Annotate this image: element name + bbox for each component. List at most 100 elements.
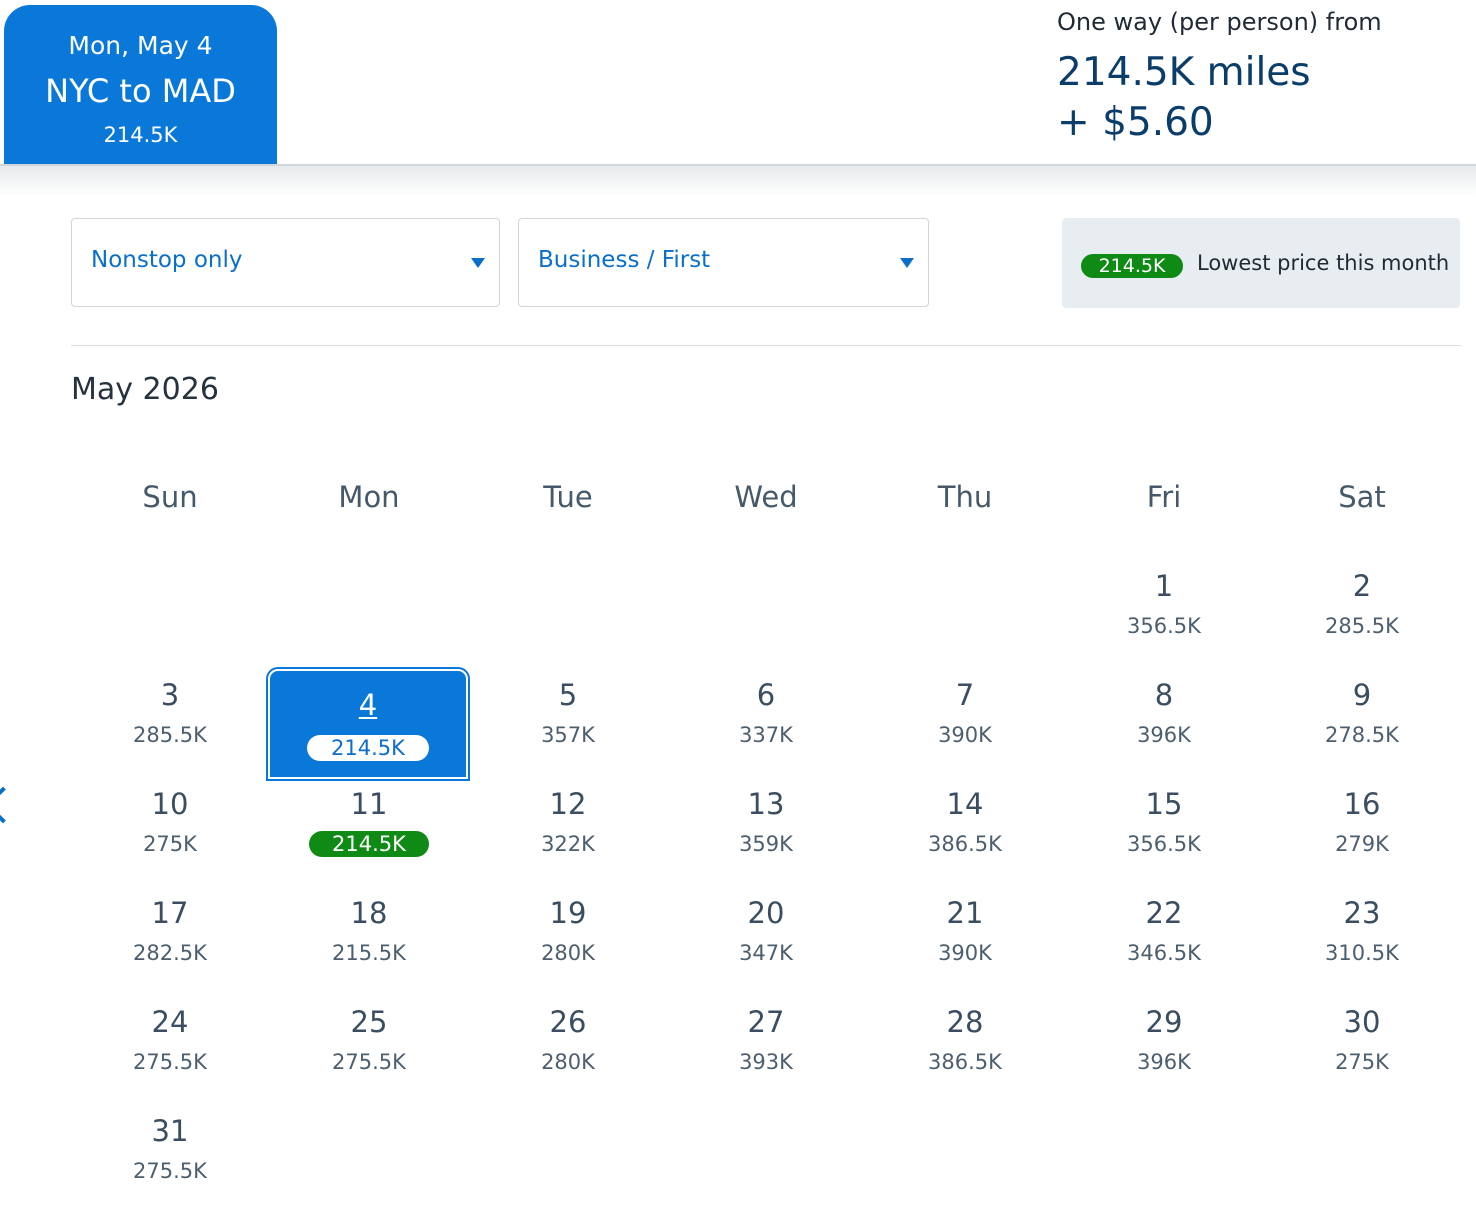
day-price: 356.5K	[1127, 832, 1201, 856]
day-price: 279K	[1335, 832, 1389, 856]
day-number: 24	[151, 1005, 189, 1039]
day-number: 5	[558, 678, 578, 712]
day-number: 13	[747, 787, 785, 821]
chevron-left-icon[interactable]	[0, 786, 22, 824]
calendar-day-17[interactable]: 17 282.5K	[70, 895, 270, 1000]
calendar-day-13[interactable]: 13 359K	[666, 786, 866, 891]
calendar-day-6[interactable]: 6 337K	[666, 677, 866, 782]
day-number: 17	[151, 896, 189, 930]
legend-badge: 214.5K	[1081, 254, 1183, 278]
caret-down-icon	[900, 258, 914, 268]
calendar-day-11[interactable]: 11 214.5K	[269, 786, 469, 891]
day-price: 275.5K	[133, 1159, 207, 1183]
calendar-day-29[interactable]: 29 396K	[1064, 1004, 1264, 1109]
day-price: 214.5K	[309, 831, 429, 857]
day-price: 357K	[541, 723, 595, 747]
day-price: 346.5K	[1127, 941, 1201, 965]
calendar-day-16[interactable]: 16 279K	[1262, 786, 1462, 891]
day-number: 25	[350, 1005, 388, 1039]
day-number: 8	[1154, 678, 1174, 712]
day-price: 275.5K	[133, 1050, 207, 1074]
calendar-day-1[interactable]: 1 356.5K	[1064, 568, 1264, 673]
calendar-day-19[interactable]: 19 280K	[468, 895, 668, 1000]
legend-text: Lowest price this month	[1197, 251, 1450, 275]
day-number: 10	[151, 787, 189, 821]
weekday-tue: Tue	[543, 480, 593, 514]
day-number: 2	[1352, 569, 1372, 603]
day-number: 26	[549, 1005, 587, 1039]
day-number: 23	[1343, 896, 1381, 930]
fare-summary: One way (per person) from 214.5K miles +…	[1057, 8, 1467, 148]
calendar-day-27[interactable]: 27 393K	[666, 1004, 866, 1109]
calendar-day-14[interactable]: 14 386.5K	[865, 786, 1065, 891]
day-price: 310.5K	[1325, 941, 1399, 965]
day-number: 27	[747, 1005, 785, 1039]
calendar-day-21[interactable]: 21 390K	[865, 895, 1065, 1000]
calendar-day-9[interactable]: 9 278.5K	[1262, 677, 1462, 782]
day-number: 18	[350, 896, 388, 930]
selected-date-tab[interactable]: Mon, May 4 NYC to MAD 214.5K	[4, 5, 277, 164]
calendar-day-2[interactable]: 2 285.5K	[1262, 568, 1462, 673]
tab-price: 214.5K	[103, 123, 178, 147]
calendar-day-15[interactable]: 15 356.5K	[1064, 786, 1264, 891]
day-number: 21	[946, 896, 984, 930]
cabin-dropdown-label: Business / First	[538, 247, 711, 273]
day-number: 4	[358, 688, 378, 722]
calendar-day-12[interactable]: 12 322K	[468, 786, 668, 891]
calendar-day-30[interactable]: 30 275K	[1262, 1004, 1462, 1109]
day-price: 347K	[739, 941, 793, 965]
calendar-day-18[interactable]: 18 215.5K	[269, 895, 469, 1000]
calendar-day-7[interactable]: 7 390K	[865, 677, 1065, 782]
day-price: 359K	[739, 832, 793, 856]
day-price: 337K	[739, 723, 793, 747]
calendar-day-26[interactable]: 26 280K	[468, 1004, 668, 1109]
day-price: 275.5K	[332, 1050, 406, 1074]
day-price: 215.5K	[332, 941, 406, 965]
day-number: 19	[549, 896, 587, 930]
day-price: 322K	[541, 832, 595, 856]
day-number: 28	[946, 1005, 984, 1039]
calendar-day-22[interactable]: 22 346.5K	[1064, 895, 1264, 1000]
month-title: May 2026	[71, 372, 219, 407]
calendar-day-28[interactable]: 28 386.5K	[865, 1004, 1065, 1109]
day-price: 282.5K	[133, 941, 207, 965]
day-number: 30	[1343, 1005, 1381, 1039]
calendar-day-20[interactable]: 20 347K	[666, 895, 866, 1000]
weekday-fri: Fri	[1146, 480, 1182, 514]
calendar-day-23[interactable]: 23 310.5K	[1262, 895, 1462, 1000]
stops-dropdown[interactable]: Nonstop only	[71, 218, 500, 307]
calendar-day-4[interactable]: 4 214.5K	[266, 667, 470, 781]
calendar-day-10[interactable]: 10 275K	[70, 786, 270, 891]
day-number: 14	[946, 787, 984, 821]
calendar-day-31[interactable]: 31 275.5K	[70, 1113, 270, 1218]
calendar-day-24[interactable]: 24 275.5K	[70, 1004, 270, 1109]
weekday-thu: Thu	[937, 480, 993, 514]
day-price: 285.5K	[1325, 614, 1399, 638]
caret-down-icon	[471, 258, 485, 268]
weekday-sat: Sat	[1338, 480, 1386, 514]
day-price: 396K	[1137, 723, 1191, 747]
day-price: 278.5K	[1325, 723, 1399, 747]
day-number: 22	[1145, 896, 1183, 930]
day-number: 31	[151, 1114, 189, 1148]
lowest-price-legend: 214.5K Lowest price this month	[1062, 218, 1460, 308]
fare-label: One way (per person) from	[1057, 8, 1382, 36]
day-price: 280K	[541, 1050, 595, 1074]
weekday-sun: Sun	[142, 480, 198, 514]
calendar-day-25[interactable]: 25 275.5K	[269, 1004, 469, 1109]
cabin-dropdown[interactable]: Business / First	[518, 218, 929, 307]
day-number: 15	[1145, 787, 1183, 821]
day-price: 356.5K	[1127, 614, 1201, 638]
day-number: 7	[955, 678, 975, 712]
calendar-day-8[interactable]: 8 396K	[1064, 677, 1264, 782]
calendar-day-3[interactable]: 3 285.5K	[70, 677, 270, 782]
day-number: 6	[756, 678, 776, 712]
day-number: 1	[1154, 569, 1174, 603]
day-number: 20	[747, 896, 785, 930]
tab-date: Mon, May 4	[68, 31, 213, 60]
day-price: 390K	[938, 723, 992, 747]
day-price: 285.5K	[133, 723, 207, 747]
day-price: 396K	[1137, 1050, 1191, 1074]
day-number: 29	[1145, 1005, 1183, 1039]
calendar-day-5[interactable]: 5 357K	[468, 677, 668, 782]
